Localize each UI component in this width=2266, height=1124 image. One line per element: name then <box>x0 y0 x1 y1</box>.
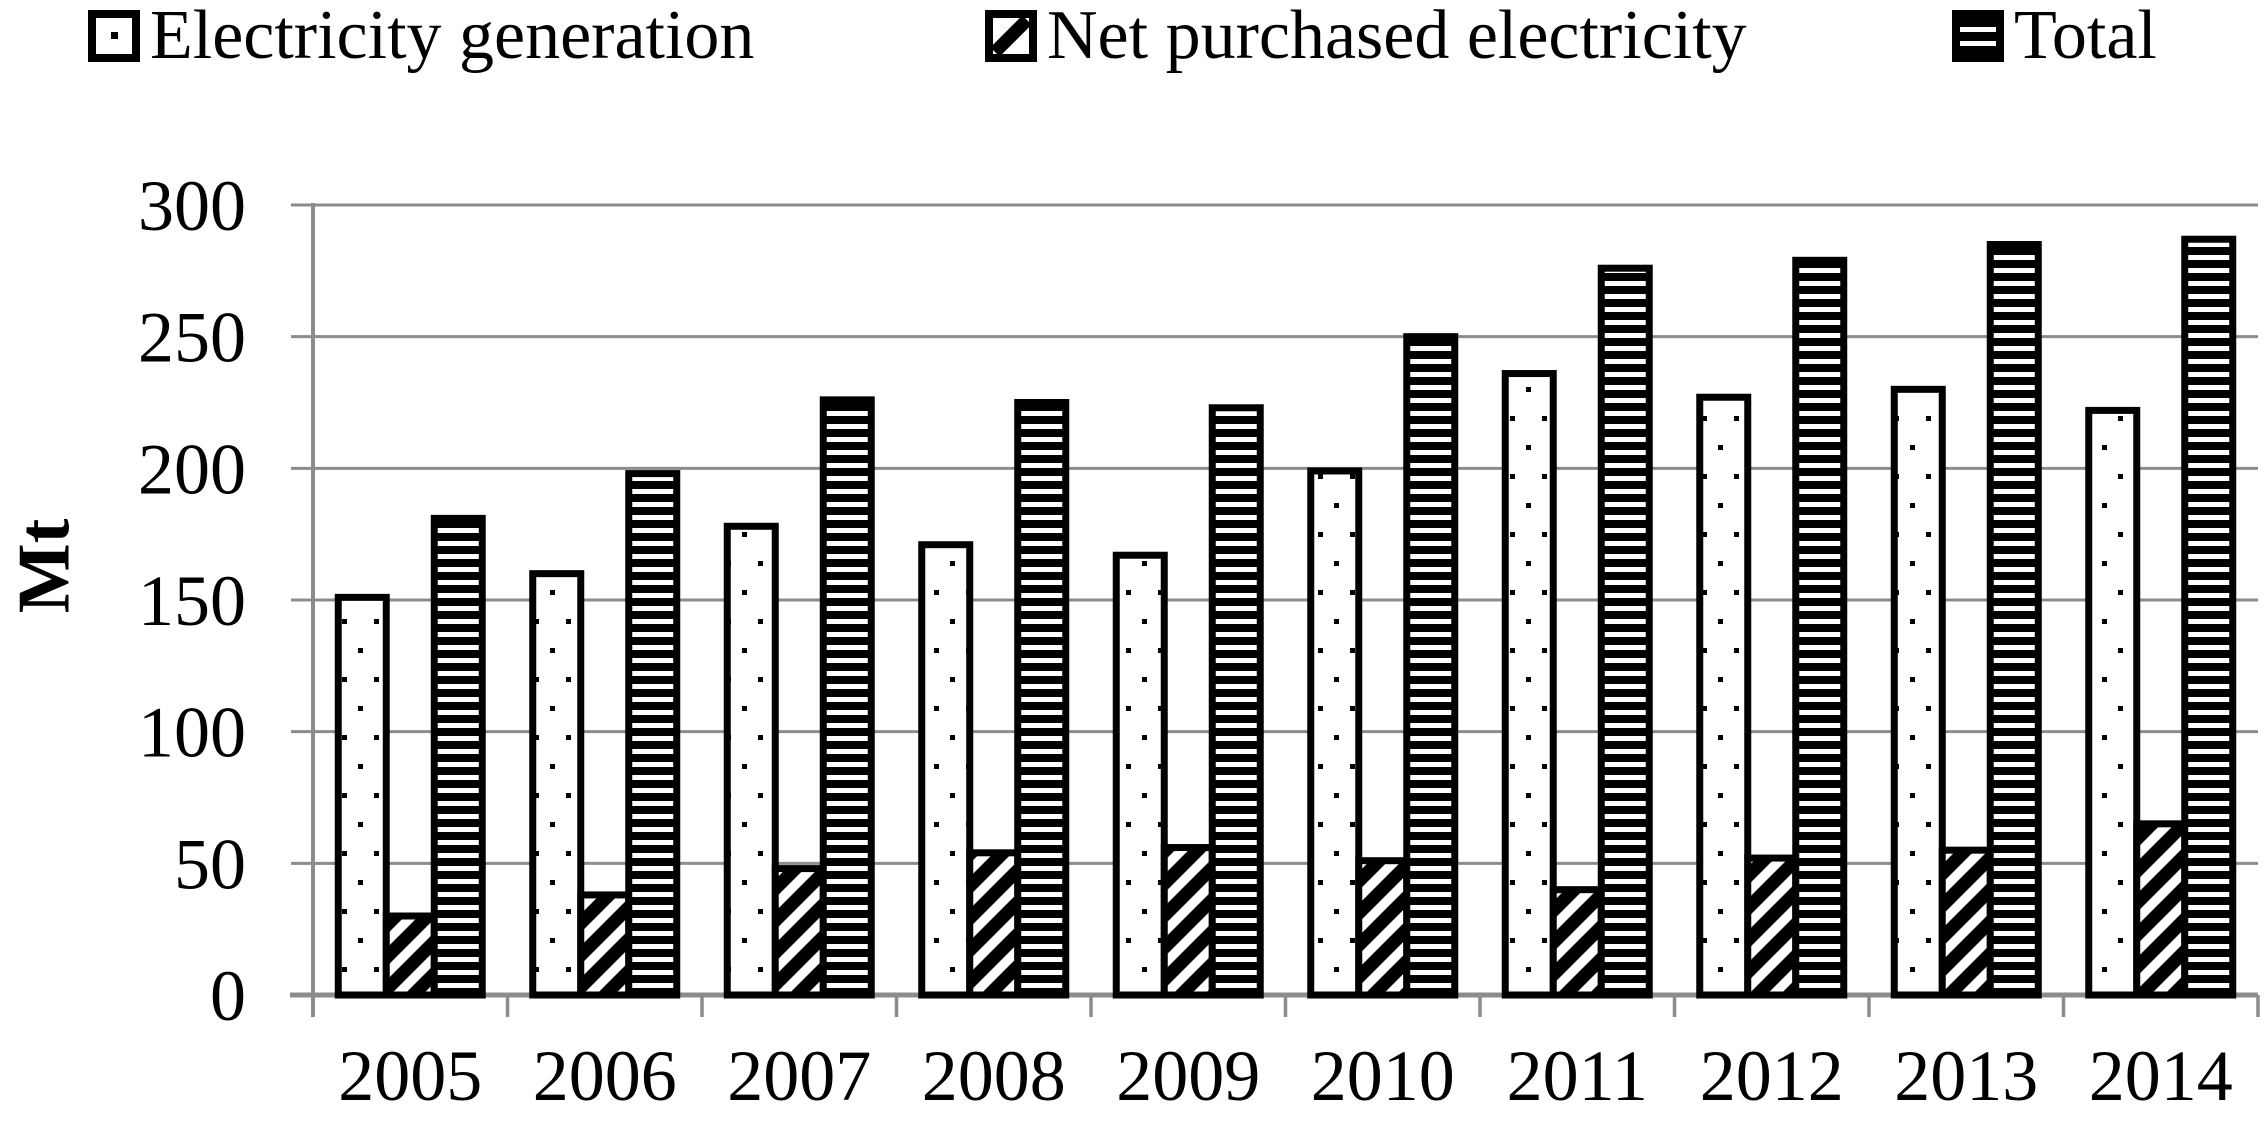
x-tick-label-2012: 2012 <box>1700 1036 1844 1116</box>
y-axis-title: Mt <box>3 518 86 614</box>
bar-total-2010 <box>1403 333 1459 999</box>
legend-label: Total <box>2014 0 2157 74</box>
x-tick-labels: 2005 2006 2007 2008 2009 2010 2011 2012 2013 2014 <box>338 1036 2233 1116</box>
bars <box>334 235 2237 999</box>
legend-label: Electricity generation <box>150 0 755 74</box>
y-tick-label-100: 100 <box>138 693 246 773</box>
bar-total-2007 <box>819 396 875 999</box>
legend-swatch-horizontal-stripes-icon <box>1952 10 2004 62</box>
bar-net-purchased-electricity-2008 <box>966 849 1022 999</box>
bar-electricity-generation-2014 <box>2085 406 2141 999</box>
y-tick-label-50: 50 <box>174 824 246 904</box>
bar-total-2008 <box>1014 399 1070 999</box>
x-tick-label-2007: 2007 <box>727 1036 871 1116</box>
bar-electricity-generation-2005 <box>334 593 390 999</box>
gridlines <box>291 203 2258 865</box>
bar-electricity-generation-2010 <box>1307 467 1363 999</box>
chart-legend: Electricity generation Net purchased elec… <box>0 0 2266 86</box>
x-tick-label-2006: 2006 <box>533 1036 677 1116</box>
legend-item-electricity-generation: Electricity generation <box>88 0 755 74</box>
x-tick-label-2013: 2013 <box>1894 1036 2038 1116</box>
bar-net-purchased-electricity-2006 <box>577 891 633 999</box>
x-tick-label-2010: 2010 <box>1311 1036 1455 1116</box>
y-tick-label-150: 150 <box>138 561 246 641</box>
bar-electricity-generation-2013 <box>1890 385 1946 999</box>
y-tick-label-300: 300 <box>138 166 246 246</box>
x-tick-label-2009: 2009 <box>1116 1036 1260 1116</box>
bar-total-2011 <box>1597 264 1653 999</box>
x-tick-label-2014: 2014 <box>2089 1036 2233 1116</box>
y-tick-label-0: 0 <box>210 956 246 1036</box>
bar-total-2012 <box>1792 256 1848 999</box>
y-tick-label-200: 200 <box>138 429 246 509</box>
bar-net-purchased-electricity-2009 <box>1160 844 1216 999</box>
bar-total-2014 <box>2181 235 2237 999</box>
legend-swatch-dots-icon <box>88 10 140 62</box>
bar-electricity-generation-2006 <box>529 570 585 999</box>
bar-net-purchased-electricity-2005 <box>382 912 438 999</box>
legend-item-net-purchased-electricity: Net purchased electricity <box>985 0 1747 74</box>
x-tick-label-2005: 2005 <box>338 1036 482 1116</box>
bar-electricity-generation-2009 <box>1112 551 1168 999</box>
bar-electricity-generation-2012 <box>1696 393 1752 999</box>
bar-electricity-generation-2007 <box>723 522 779 999</box>
bar-electricity-generation-2011 <box>1501 370 1557 999</box>
legend-item-total: Total <box>1952 0 2157 74</box>
bar-net-purchased-electricity-2014 <box>2133 820 2189 999</box>
bar-electricity-generation-2008 <box>918 541 974 999</box>
bar-total-2006 <box>625 470 681 999</box>
bar-net-purchased-electricity-2012 <box>1744 854 1800 999</box>
bar-net-purchased-electricity-2011 <box>1549 886 1605 999</box>
y-tick-labels: 0 50 100 150 200 250 300 <box>138 166 246 1036</box>
bar-net-purchased-electricity-2007 <box>771 865 827 999</box>
bar-total-2005 <box>430 514 486 999</box>
bar-total-2013 <box>1986 241 2042 999</box>
y-tick-label-250: 250 <box>138 298 246 378</box>
bar-total-2009 <box>1208 404 1264 999</box>
bar-net-purchased-electricity-2013 <box>1938 846 1994 999</box>
x-tick-label-2008: 2008 <box>922 1036 1066 1116</box>
legend-label: Net purchased electricity <box>1047 0 1747 74</box>
x-tick-label-2011: 2011 <box>1507 1036 1648 1116</box>
legend-swatch-diagonal-hatch-icon <box>985 10 1037 62</box>
bar-net-purchased-electricity-2010 <box>1355 857 1411 999</box>
